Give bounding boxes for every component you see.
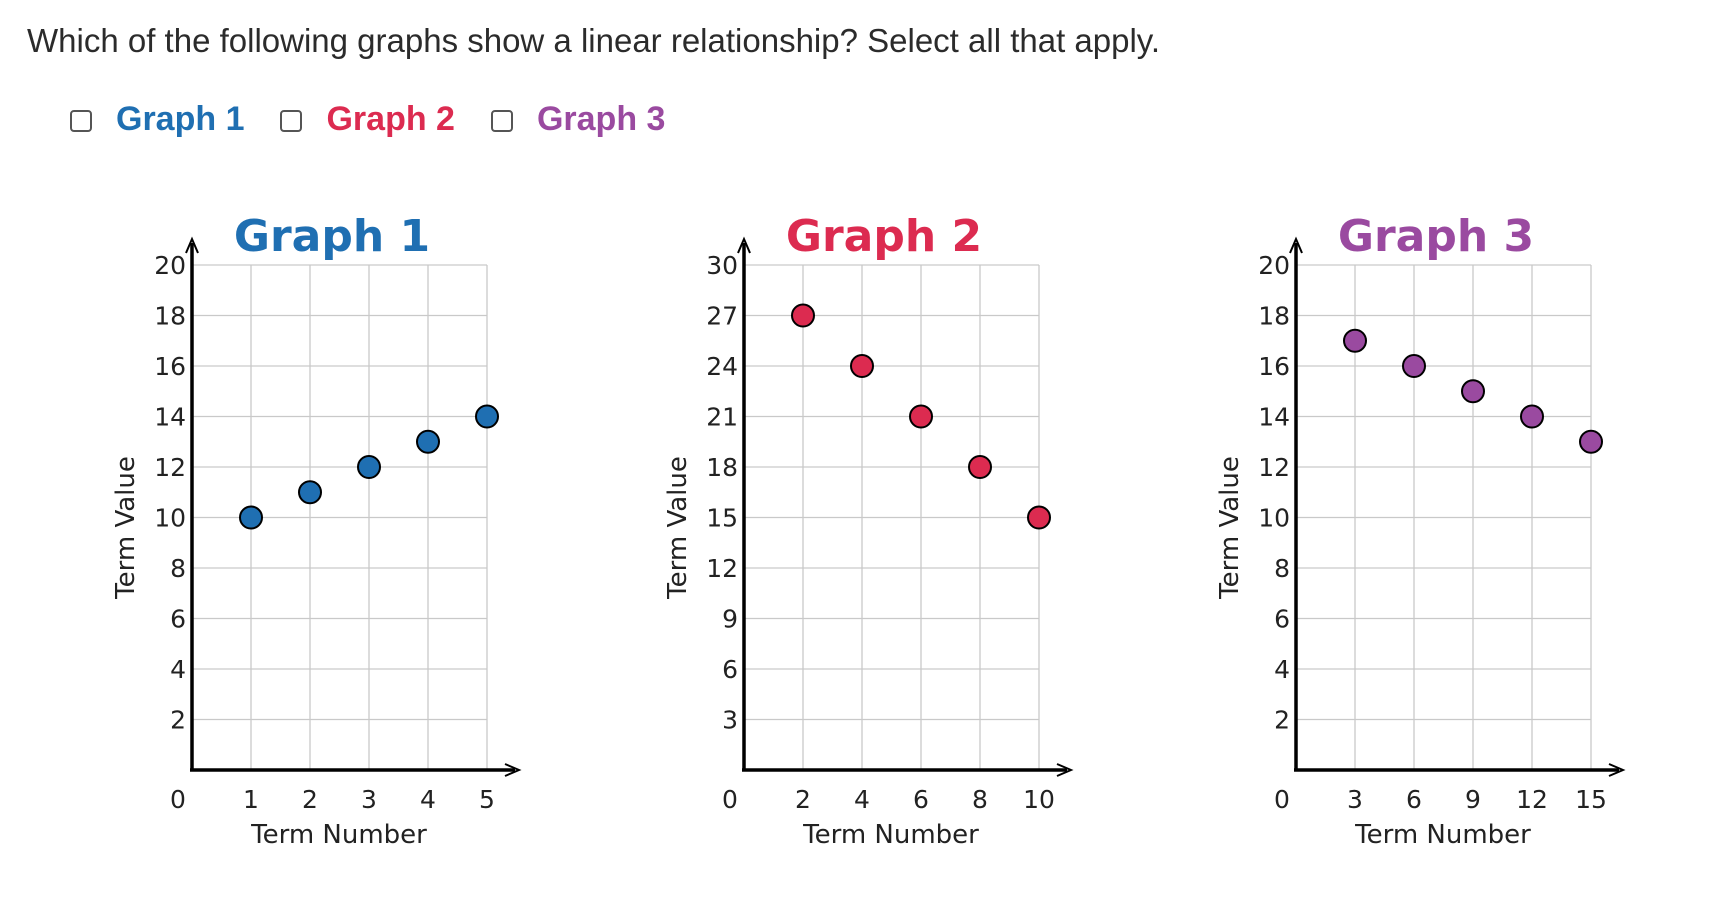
x-tick-label: 12 xyxy=(1516,785,1548,814)
y-axis-arrow xyxy=(185,236,199,254)
y-tick-label: 10 xyxy=(1258,504,1290,533)
data-point xyxy=(298,480,322,505)
data-point xyxy=(909,404,933,429)
y-tick-label: 18 xyxy=(706,453,738,482)
y-tick-label: 12 xyxy=(154,453,186,482)
y-axis-arrow xyxy=(1289,236,1303,254)
x-tick-label: 15 xyxy=(1575,785,1607,814)
y-tick-label: 8 xyxy=(1274,554,1290,583)
y-tick-label: 4 xyxy=(170,655,186,684)
y-tick-label: 14 xyxy=(1258,403,1290,432)
data-point xyxy=(1027,505,1051,530)
origin-label: 0 xyxy=(722,785,738,814)
data-point xyxy=(791,303,815,328)
question-text: Which of the following graphs show a lin… xyxy=(27,22,1161,59)
data-point xyxy=(968,455,992,479)
x-tick-label: 2 xyxy=(302,785,318,814)
option-graph-3[interactable]: Graph 3 xyxy=(490,100,666,139)
answer-options: Graph 1 Graph 2 Graph 3 xyxy=(70,100,701,139)
x-axis-label: Term Number xyxy=(802,820,979,850)
data-point xyxy=(1520,404,1544,429)
data-point xyxy=(239,505,263,530)
y-tick-label: 6 xyxy=(1274,605,1290,634)
y-tick-label: 24 xyxy=(706,352,738,381)
x-axis-label: Term Number xyxy=(1354,820,1531,850)
x-axis-label: Term Number xyxy=(250,820,427,850)
y-tick-label: 16 xyxy=(154,352,186,381)
y-tick-label: 15 xyxy=(706,504,738,533)
data-point xyxy=(1461,379,1485,404)
x-tick-label: 5 xyxy=(479,785,495,814)
checkbox-graph-1[interactable] xyxy=(70,110,92,132)
x-tick-label: 6 xyxy=(1406,785,1422,814)
x-tick-label: 3 xyxy=(1347,785,1363,814)
y-tick-label: 10 xyxy=(154,504,186,533)
x-tick-label: 8 xyxy=(972,785,988,814)
x-tick-label: 6 xyxy=(913,785,929,814)
y-tick-label: 18 xyxy=(154,302,186,331)
data-point xyxy=(475,404,499,429)
x-tick-label: 4 xyxy=(854,785,870,814)
data-point xyxy=(357,455,381,479)
y-axis-label: Term Value xyxy=(111,456,141,600)
y-tick-label: 3 xyxy=(722,706,738,735)
x-axis-arrow xyxy=(1056,763,1074,777)
y-tick-label: 6 xyxy=(170,605,186,634)
data-point xyxy=(850,354,874,378)
option-graph-2-label[interactable]: Graph 2 xyxy=(326,100,455,138)
data-point xyxy=(1343,328,1367,353)
y-tick-label: 2 xyxy=(1274,706,1290,735)
x-tick-label: 2 xyxy=(795,785,811,814)
x-tick-label: 3 xyxy=(361,785,377,814)
x-tick-label: 4 xyxy=(420,785,436,814)
x-tick-label: 1 xyxy=(243,785,259,814)
origin-label: 0 xyxy=(1274,785,1290,814)
option-graph-1[interactable]: Graph 1 xyxy=(70,100,244,139)
y-tick-label: 8 xyxy=(170,554,186,583)
x-axis-arrow xyxy=(504,763,522,777)
checkbox-graph-2[interactable] xyxy=(280,110,303,132)
y-tick-label: 14 xyxy=(154,403,186,432)
y-tick-label: 4 xyxy=(1274,655,1290,684)
y-tick-label: 12 xyxy=(706,554,738,583)
y-tick-label: 12 xyxy=(1258,453,1290,482)
y-tick-label: 18 xyxy=(1258,302,1290,331)
y-axis-arrow xyxy=(737,236,751,254)
origin-label: 0 xyxy=(170,785,186,814)
y-tick-label: 20 xyxy=(154,251,186,280)
y-tick-label: 27 xyxy=(706,302,738,331)
y-tick-label: 30 xyxy=(706,251,738,280)
y-tick-label: 20 xyxy=(1258,251,1290,280)
chart-3: 2 4 6 8 10 12 14 16 18 20 3 6 9 12 15 0 Term Number Term … xyxy=(1215,211,1626,850)
x-axis-arrow xyxy=(1608,763,1626,777)
y-tick-label: 16 xyxy=(1258,352,1290,381)
y-tick-label: 6 xyxy=(722,655,738,684)
y-tick-label: 2 xyxy=(170,706,186,735)
y-axis-label: Term Value xyxy=(663,456,693,600)
chart-title: Graph 1 xyxy=(234,211,430,262)
x-tick-label: 9 xyxy=(1465,785,1481,814)
y-tick-label: 9 xyxy=(722,605,738,634)
y-tick-label: 21 xyxy=(706,403,738,432)
checkbox-graph-3[interactable] xyxy=(490,110,513,132)
option-graph-1-label[interactable]: Graph 1 xyxy=(116,100,245,138)
data-point xyxy=(416,429,440,454)
chart-title: Graph 3 xyxy=(1338,211,1534,262)
x-tick-label: 10 xyxy=(1023,785,1055,814)
y-axis-label: Term Value xyxy=(1215,456,1245,600)
option-graph-3-label[interactable]: Graph 3 xyxy=(536,100,666,138)
chart-title: Graph 2 xyxy=(786,211,982,262)
data-point xyxy=(1402,354,1426,378)
data-point xyxy=(1579,429,1603,454)
option-graph-2[interactable]: Graph 2 xyxy=(280,100,455,139)
